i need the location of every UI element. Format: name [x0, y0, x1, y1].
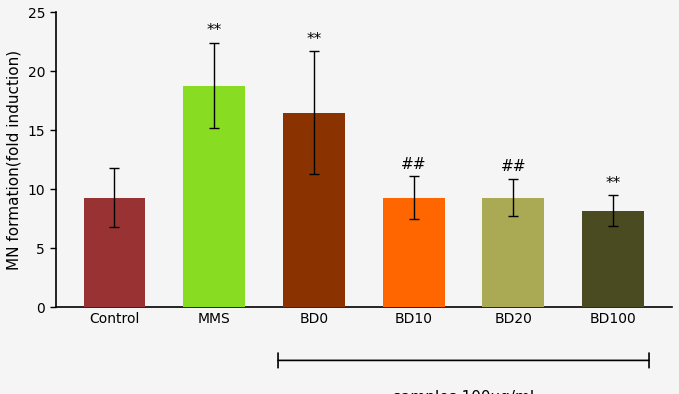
Text: samples 100ug/ml: samples 100ug/ml	[393, 390, 534, 394]
Text: ##: ##	[500, 159, 526, 174]
Y-axis label: MN formation(fold induction): MN formation(fold induction)	[7, 50, 22, 270]
Text: **: **	[306, 32, 322, 46]
Bar	[383, 198, 445, 307]
Bar	[483, 198, 545, 307]
Bar	[283, 113, 345, 307]
Bar	[183, 85, 245, 307]
Text: **: **	[206, 23, 222, 38]
Text: ##: ##	[401, 157, 426, 172]
Bar	[84, 198, 145, 307]
Text: **: **	[606, 176, 621, 191]
Bar	[582, 211, 644, 307]
